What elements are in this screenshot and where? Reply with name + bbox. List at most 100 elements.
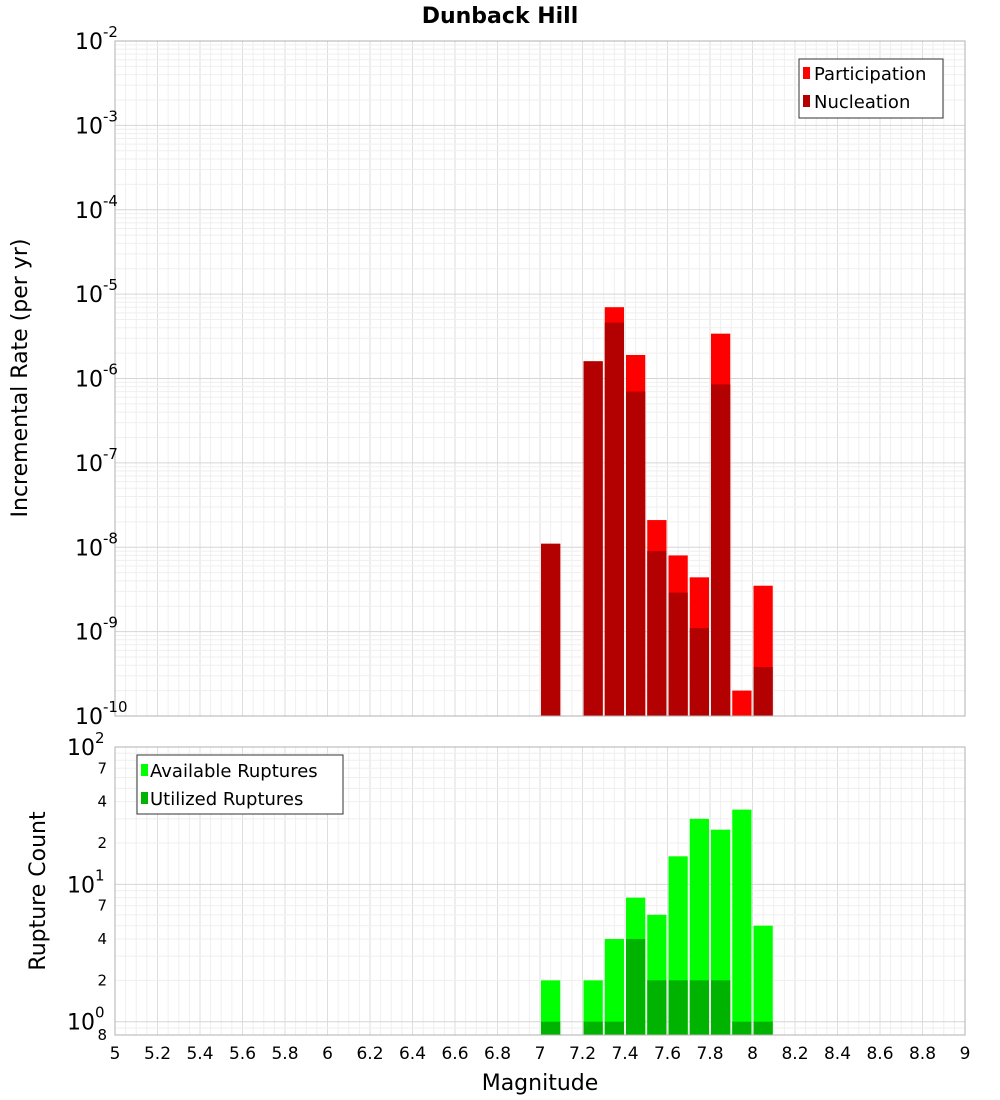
bottom-y-minor-tick-label: 7: [97, 759, 107, 777]
top-plot-frame: [114, 40, 966, 717]
top-plot-grid: [114, 40, 966, 717]
x-tick-label: 6.6: [441, 1044, 468, 1064]
chart-title: Dunback Hill: [422, 4, 579, 29]
bottom-y-tick-base: 10: [67, 873, 95, 898]
bottom-bar-utilized-ruptures: [626, 939, 646, 1035]
bottom-plot-bars: [541, 809, 773, 1035]
top-bar-nucleation: [689, 628, 709, 716]
top-y-tick-base: 10: [75, 536, 103, 561]
legend-swatch-available-ruptures: [141, 764, 148, 776]
bottom-y-axis-label: Rupture Count: [26, 811, 51, 971]
x-tick-label: 5: [110, 1044, 121, 1064]
x-tick-label: 5.4: [186, 1044, 213, 1064]
top-y-tick-exponent: -8: [103, 529, 118, 547]
top-y-tick-base: 10: [75, 283, 103, 308]
x-tick-label: 7.4: [611, 1044, 638, 1064]
bottom-bar-utilized-ruptures: [583, 1021, 603, 1035]
x-tick-label: 7.2: [569, 1044, 596, 1064]
top-y-tick-exponent: -5: [103, 276, 118, 294]
top-y-tick-base: 10: [75, 705, 103, 730]
top-bar-nucleation: [583, 361, 603, 716]
bottom-bar-utilized-ruptures: [689, 980, 709, 1035]
top-bar-nucleation: [604, 322, 624, 716]
x-tick-label: 8.6: [866, 1044, 893, 1064]
x-tick-label: 5.8: [271, 1044, 298, 1064]
bottom-y-tick-exponent: 1: [95, 866, 105, 884]
x-tick-label: 8.4: [824, 1044, 851, 1064]
bottom-bar-utilized-ruptures: [668, 980, 688, 1035]
top-bar-nucleation: [541, 543, 561, 716]
x-tick-labels: 5 5.2 5.4 5.6 5.8 6 6.2 6.4 6.6 6.8 7 7.2 7.4 7.6 7.8 8…: [110, 1044, 971, 1064]
bottom-bar-utilized-ruptures: [541, 1021, 561, 1035]
bottom-bar-available-ruptures: [541, 980, 561, 1035]
top-y-tick-base: 10: [75, 114, 103, 139]
x-tick-label: 6.4: [399, 1044, 426, 1064]
bottom-legend: Available Ruptures Utilized Ruptures: [136, 754, 344, 815]
top-bar-nucleation: [647, 551, 667, 716]
top-bar-nucleation: [626, 391, 646, 716]
top-y-tick-base: 10: [75, 368, 103, 393]
top-legend-box: [798, 58, 944, 119]
bottom-y-tick-base: 10: [67, 1011, 95, 1036]
x-tick-label: 6: [322, 1044, 333, 1064]
x-tick-label: 7.8: [696, 1044, 723, 1064]
top-y-tick-exponent: -4: [103, 192, 118, 210]
top-y-tick-base: 10: [75, 199, 103, 224]
top-y-tick-exponent: -7: [103, 445, 118, 463]
x-tick-label: 7.6: [654, 1044, 681, 1064]
x-tick-label: 8.8: [909, 1044, 936, 1064]
top-legend: Participation Nucleation: [798, 58, 944, 119]
bottom-y-tick-base: 10: [67, 736, 95, 761]
top-y-tick-exponent: -6: [103, 361, 118, 379]
top-bar-nucleation: [668, 592, 688, 716]
legend-label-nucleation: Nucleation: [814, 92, 910, 113]
bottom-y-minor-tick-label: 2: [97, 971, 107, 989]
top-y-tick-base: 10: [75, 621, 103, 646]
x-tick-label: 5.6: [229, 1044, 256, 1064]
top-bar-nucleation: [711, 384, 731, 716]
bottom-bar-utilized-ruptures: [647, 980, 667, 1035]
legend-swatch-nucleation: [803, 95, 810, 107]
bottom-y-tick-exponent: 2: [95, 729, 105, 747]
x-tick-label: 9: [960, 1044, 971, 1064]
top-plot-bars: [541, 307, 773, 716]
top-y-tick-exponent: -10: [103, 698, 128, 716]
legend-swatch-utilized-ruptures: [141, 792, 148, 804]
bottom-bar-available-ruptures: [583, 980, 603, 1035]
bottom-bar-utilized-ruptures: [711, 980, 731, 1035]
top-y-tick-exponent: -9: [103, 614, 118, 632]
legend-label-participation: Participation: [814, 64, 926, 85]
bottom-y-minor-tick-label: 4: [97, 793, 107, 811]
x-axis-label: Magnitude: [482, 1071, 599, 1096]
bottom-y-minor-tick-label: 2: [97, 834, 107, 852]
top-bar-nucleation: [753, 667, 773, 716]
top-y-axis-label: Incremental Rate (per yr): [8, 239, 33, 518]
legend-swatch-participation: [803, 67, 810, 79]
top-y-tick-base: 10: [75, 452, 103, 477]
bottom-bar-available-ruptures: [604, 939, 624, 1035]
bottom-y-minor-tick-label: 7: [97, 897, 107, 915]
bottom-y-tick-exponent: 0: [95, 1004, 105, 1022]
bottom-plot-frame: [114, 746, 966, 1036]
bottom-y-minor-tick-label: 8: [97, 1026, 107, 1044]
x-tick-label: 6.8: [484, 1044, 511, 1064]
legend-label-available-ruptures: Available Ruptures: [150, 761, 318, 782]
bottom-legend-box: [136, 754, 344, 815]
x-tick-label: 5.2: [144, 1044, 171, 1064]
bottom-bar-available-ruptures: [732, 809, 752, 1035]
x-tick-label: 6.2: [356, 1044, 383, 1064]
bottom-bar-utilized-ruptures: [753, 1021, 773, 1035]
bottom-bar-available-ruptures: [753, 925, 773, 1035]
top-y-tick-base: 10: [75, 30, 103, 55]
bottom-bar-utilized-ruptures: [732, 1021, 752, 1035]
x-tick-label: 7: [535, 1044, 546, 1064]
x-tick-label: 8.2: [781, 1044, 808, 1064]
bottom-bar-utilized-ruptures: [604, 1021, 624, 1035]
bottom-y-minor-tick-label: 4: [97, 930, 107, 948]
top-y-tick-exponent: -2: [103, 23, 118, 41]
legend-label-utilized-ruptures: Utilized Ruptures: [150, 789, 303, 810]
x-tick-label: 8: [747, 1044, 758, 1064]
